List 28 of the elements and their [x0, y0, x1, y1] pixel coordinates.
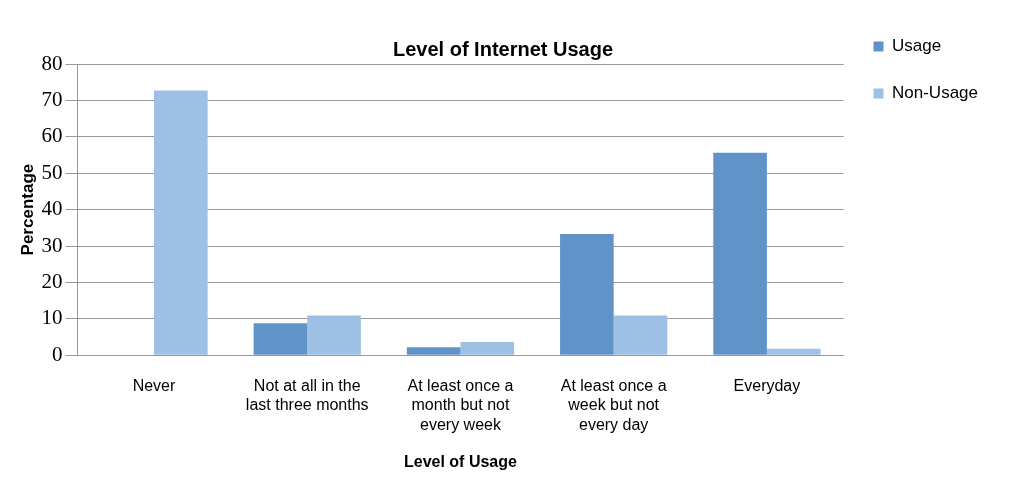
- x-axis-title: Level of Usage: [403, 452, 518, 470]
- y-tick-label: 80: [41, 50, 63, 75]
- y-tick-label: 50: [41, 159, 63, 184]
- bar: [253, 323, 308, 355]
- legend-label: Usage: [892, 36, 942, 56]
- bar: [307, 315, 361, 355]
- y-tick-label: 10: [41, 305, 63, 330]
- y-tick-label: 30: [41, 232, 63, 257]
- bar: [713, 152, 767, 355]
- x-tick-label: Everyday: [733, 377, 801, 395]
- x-tick-label: At least once a month but not every week: [407, 377, 514, 433]
- bar: [406, 347, 461, 355]
- bar: [766, 348, 821, 355]
- y-tick-label: 70: [41, 86, 63, 111]
- bar: [613, 315, 668, 355]
- x-tick-label: At least once a week but not every day: [560, 377, 667, 433]
- legend-label: Non-Usage: [892, 83, 979, 103]
- y-tick-label: 20: [41, 268, 63, 293]
- bar: [154, 90, 208, 355]
- chart-title: Level of Internet Usage: [392, 37, 614, 60]
- y-tick-label: 0: [51, 341, 63, 366]
- bar: [560, 233, 614, 355]
- x-tick-label: Not at all in the last three months: [245, 377, 369, 414]
- y-tick-label: 60: [41, 123, 63, 148]
- y-tick-label: 40: [41, 196, 63, 221]
- y-axis-title: Percentage: [17, 163, 37, 256]
- bar: [460, 342, 515, 355]
- x-tick-label: Never: [132, 377, 177, 395]
